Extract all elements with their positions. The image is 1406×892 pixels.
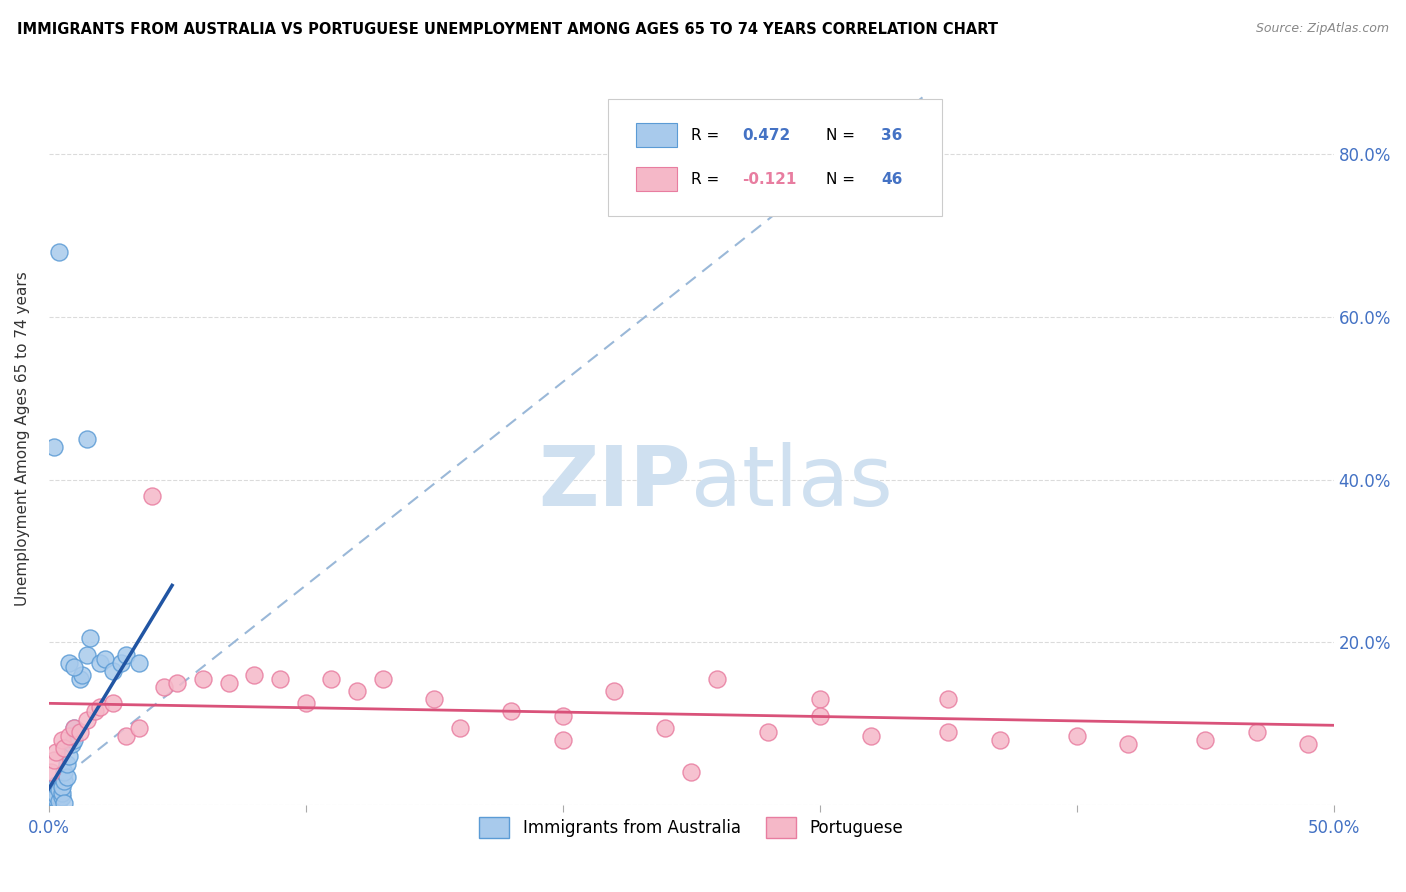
Point [706,672,728,686]
Point [76,648,98,662]
Text: IMMIGRANTS FROM AUSTRALIA VS PORTUGUESE UNEMPLOYMENT AMONG AGES 65 TO 74 YEARS C: IMMIGRANTS FROM AUSTRALIA VS PORTUGUESE … [17,22,998,37]
Point [346,684,368,698]
Point [936,724,959,739]
Point [53,741,76,756]
Point [141,489,163,503]
Text: 46: 46 [882,171,903,186]
Point [218,676,240,690]
Text: N =: N = [827,128,860,143]
Point [101,696,124,710]
Point [51,780,73,794]
Point [51,733,73,747]
Point [501,705,523,719]
Point [69,724,91,739]
Point [45,745,67,759]
Point [756,724,779,739]
Point [94,651,117,665]
Point [1246,724,1268,739]
Point [110,656,132,670]
Text: -0.121: -0.121 [742,171,797,186]
FancyBboxPatch shape [607,99,942,216]
Point [423,692,446,706]
Text: R =: R = [692,171,724,186]
Point [115,729,138,743]
Point [45,791,67,805]
Text: ZIP: ZIP [538,442,692,524]
Point [988,733,1011,747]
Point [58,749,80,764]
Point [53,773,76,788]
Point [681,765,703,780]
FancyBboxPatch shape [636,123,678,147]
Point [63,659,86,673]
Point [58,656,80,670]
Point [51,786,73,800]
Point [166,676,188,690]
Point [58,729,80,743]
Point [808,692,831,706]
Point [76,713,98,727]
Point [808,708,831,723]
Point [294,696,316,710]
Point [45,778,67,792]
Point [1194,733,1216,747]
Point [41,789,63,804]
Point [60,737,83,751]
Point [76,432,98,446]
Point [48,244,70,259]
Point [63,721,86,735]
Point [1066,729,1088,743]
Point [1296,737,1319,751]
Text: 36: 36 [882,128,903,143]
Point [45,789,67,803]
Point [42,781,65,796]
Point [243,668,266,682]
Point [63,721,86,735]
Point [69,672,91,686]
Point [269,672,291,686]
Point [42,440,65,454]
Point [603,684,626,698]
Text: 0.472: 0.472 [742,128,790,143]
Point [53,796,76,810]
Point [41,794,63,808]
Point [48,794,70,808]
Point [654,721,676,735]
Point [84,705,107,719]
Point [42,753,65,767]
Text: N =: N = [827,171,860,186]
Point [70,668,93,682]
Point [42,786,65,800]
Point [41,765,63,780]
Legend: Immigrants from Australia, Portuguese: Immigrants from Australia, Portuguese [472,811,910,844]
Point [371,672,394,686]
Text: R =: R = [692,128,724,143]
Point [449,721,471,735]
Point [79,632,101,646]
Point [115,648,138,662]
Point [551,733,574,747]
Point [128,721,150,735]
Y-axis label: Unemployment Among Ages 65 to 74 years: Unemployment Among Ages 65 to 74 years [15,272,30,607]
Point [1116,737,1139,751]
Point [55,770,77,784]
Point [860,729,883,743]
Text: atlas: atlas [692,442,893,524]
Point [551,708,574,723]
Point [55,757,77,772]
Point [191,672,214,686]
Point [101,664,124,678]
Point [321,672,343,686]
Point [128,656,150,670]
Point [51,789,73,804]
Text: Source: ZipAtlas.com: Source: ZipAtlas.com [1256,22,1389,36]
Point [89,656,111,670]
Point [53,765,76,780]
Point [48,783,70,797]
Point [153,680,176,694]
FancyBboxPatch shape [636,168,678,191]
Point [63,733,86,747]
Point [89,700,111,714]
Point [936,692,959,706]
